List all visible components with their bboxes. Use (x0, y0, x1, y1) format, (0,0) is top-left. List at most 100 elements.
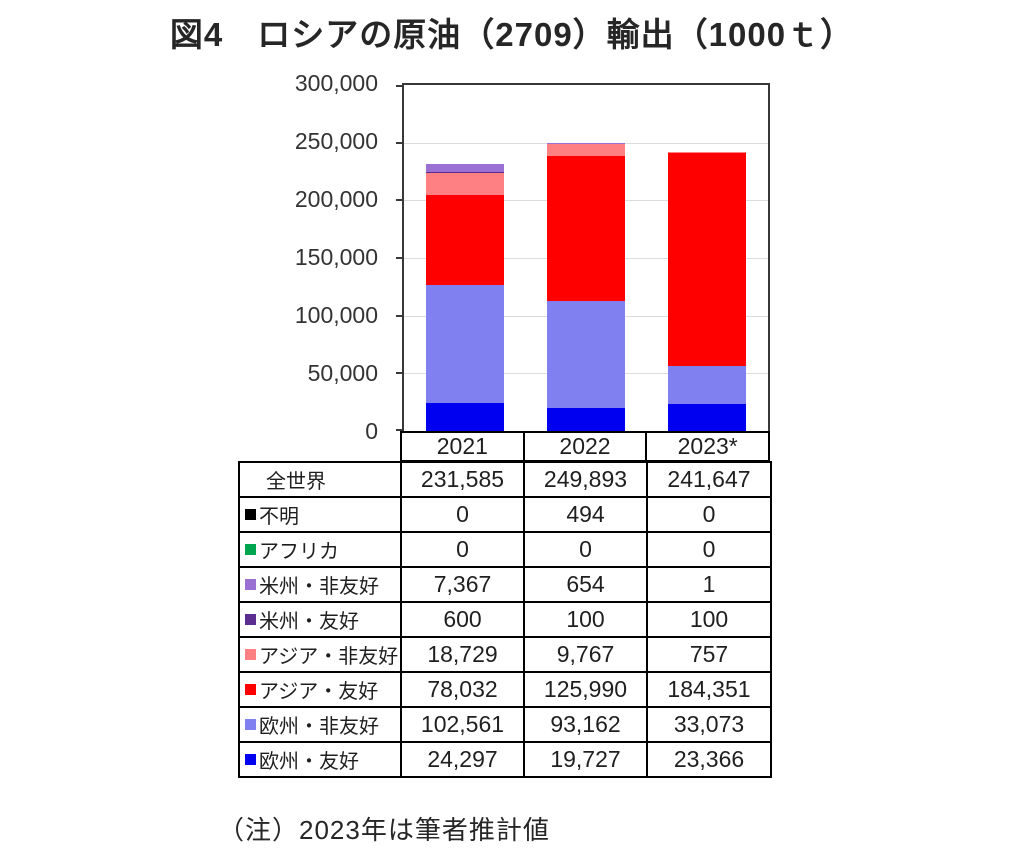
bar-segment-アジア・友好 (425, 194, 504, 285)
row-label-cell: 米州・非友好 (238, 566, 402, 603)
legend-swatch-icon (245, 579, 256, 590)
value-cell: 24,297 (400, 741, 525, 778)
bar-segment-アジア・非友好 (547, 144, 625, 156)
y-axis: 300,000 250,000 200,000 150,000 100,000 50,00… (240, 71, 378, 443)
value-cell: 102,561 (400, 706, 525, 743)
y-axis-tick-label: 150,000 (294, 244, 378, 270)
value-cell: 23,366 (646, 741, 772, 778)
table-row: 不明 0 494 0 (238, 496, 772, 533)
y-axis-tick-label: 100,000 (294, 301, 378, 328)
value-cell: 78,032 (400, 671, 525, 708)
value-cell: 18,729 (400, 636, 525, 673)
value-cell: 33,073 (646, 706, 772, 743)
row-label: 米州・友好 (259, 611, 359, 633)
y-axis-tick-label: 300,000 (294, 70, 378, 96)
value-cell: 249,893 (523, 461, 648, 498)
value-cell: 0 (400, 496, 525, 533)
bar-segment-米州・非友好 (547, 143, 625, 145)
row-label: 欧州・非友好 (259, 716, 379, 738)
bar-segment-アジア・非友好 (668, 152, 747, 154)
table-row: 欧州・非友好 102,561 93,162 33,073 (238, 706, 772, 743)
row-label: アジア・非友好 (259, 646, 399, 668)
stacked-bar-2023* (668, 85, 747, 431)
stacked-bar-2022 (547, 85, 625, 431)
row-label: アフリカ (259, 541, 339, 563)
row-label: 全世界 (266, 471, 326, 493)
stacked-bar-2021 (425, 85, 504, 431)
y-axis-tick-label: 200,000 (294, 185, 378, 212)
bar-segment-アジア・非友好 (425, 173, 504, 195)
value-cell: 0 (523, 531, 648, 568)
value-cell: 19,727 (523, 741, 648, 778)
plot-area (396, 83, 770, 433)
bar-segment-欧州・友好 (425, 402, 504, 431)
legend-swatch-icon (245, 614, 256, 625)
legend-swatch-icon (245, 684, 256, 695)
value-cell: 494 (523, 496, 648, 533)
bar-segment-欧州・友好 (668, 404, 747, 431)
bar-segment-欧州・非友好 (668, 365, 747, 405)
legend-swatch-icon (245, 509, 256, 520)
value-cell: 654 (523, 566, 648, 603)
value-cell: 0 (646, 531, 772, 568)
value-cell: 9,767 (523, 636, 648, 673)
row-label-cell: 欧州・非友好 (238, 706, 402, 743)
row-label: アジア・友好 (259, 681, 379, 703)
y-axis-tick-mark (396, 257, 402, 259)
row-label-cell: アフリカ (238, 531, 402, 568)
table-row: 全世界 231,585 249,893 241,647 (238, 461, 772, 498)
value-cell: 184,351 (646, 671, 772, 708)
data-table-body: 全世界 231,585 249,893 241,647 不明 0 494 0 アフリカ 0 0 0 米州… (238, 461, 772, 778)
value-cell: 600 (400, 601, 525, 638)
value-cell: 757 (646, 636, 772, 673)
bar-segment-米州・非友好 (425, 163, 504, 173)
y-axis-tick-label: 50,000 (307, 360, 378, 386)
value-cell: 7,367 (400, 566, 525, 603)
value-cell: 231,585 (400, 461, 525, 498)
x-axis-label-2023: 2023* (645, 433, 768, 460)
row-label-cell: 不明 (238, 496, 402, 533)
table-row: アジア・非友好 18,729 9,767 757 (238, 636, 772, 673)
value-cell: 241,647 (646, 461, 772, 498)
bar-segment-欧州・非友好 (547, 300, 625, 409)
footnote: （注）2023年は筆者推計値 (218, 815, 550, 845)
row-label: 不明 (259, 506, 299, 528)
value-cell: 0 (646, 496, 772, 533)
y-axis-tick-mark (396, 372, 402, 375)
row-label-cell: アジア・友好 (238, 671, 402, 708)
value-cell: 100 (646, 601, 772, 638)
y-axis-tick-label: 250,000 (294, 127, 378, 154)
bar-segment-不明 (547, 142, 625, 144)
y-axis-tick-mark (396, 429, 402, 431)
value-cell: 1 (646, 566, 772, 603)
row-label: 欧州・友好 (259, 751, 359, 773)
value-cell: 100 (523, 601, 648, 638)
table-row: 米州・友好 600 100 100 (238, 601, 772, 638)
table-row: 欧州・友好 24,297 19,727 23,366 (238, 741, 772, 778)
row-label-cell: アジア・非友好 (238, 636, 402, 673)
figure-title: 図4 ロシアの原油（2709）輸出（1000ｔ） (169, 16, 855, 53)
x-axis-label-2022: 2022 (522, 433, 646, 460)
bar-segment-欧州・友好 (547, 408, 625, 431)
bar-segment-アジア・友好 (547, 155, 625, 301)
table-row: アジア・友好 78,032 125,990 184,351 (238, 671, 772, 708)
y-axis-tick-label: 0 (365, 418, 378, 444)
table-row: アフリカ 0 0 0 (238, 531, 772, 568)
table-row: 米州・非友好 7,367 654 1 (238, 566, 772, 603)
row-label-cell: 全世界 (238, 461, 402, 498)
bar-segment-米州・友好 (425, 172, 504, 174)
data-table: 全世界 231,585 249,893 241,647 不明 0 494 0 アフリカ 0 0 0 米州… (238, 461, 772, 778)
y-axis-tick-mark (396, 85, 402, 87)
legend-swatch-icon (245, 719, 256, 730)
bar-segment-アジア・友好 (668, 153, 747, 366)
legend-swatch-icon (245, 754, 256, 765)
row-label-cell: 米州・友好 (238, 601, 402, 638)
y-axis-tick-mark (396, 141, 402, 144)
bar-segment-欧州・非友好 (425, 284, 504, 403)
legend-swatch-icon (245, 544, 256, 555)
value-cell: 125,990 (523, 671, 648, 708)
row-label-cell: 欧州・友好 (238, 741, 402, 778)
y-axis-tick-mark (396, 199, 402, 202)
value-cell: 93,162 (523, 706, 648, 743)
